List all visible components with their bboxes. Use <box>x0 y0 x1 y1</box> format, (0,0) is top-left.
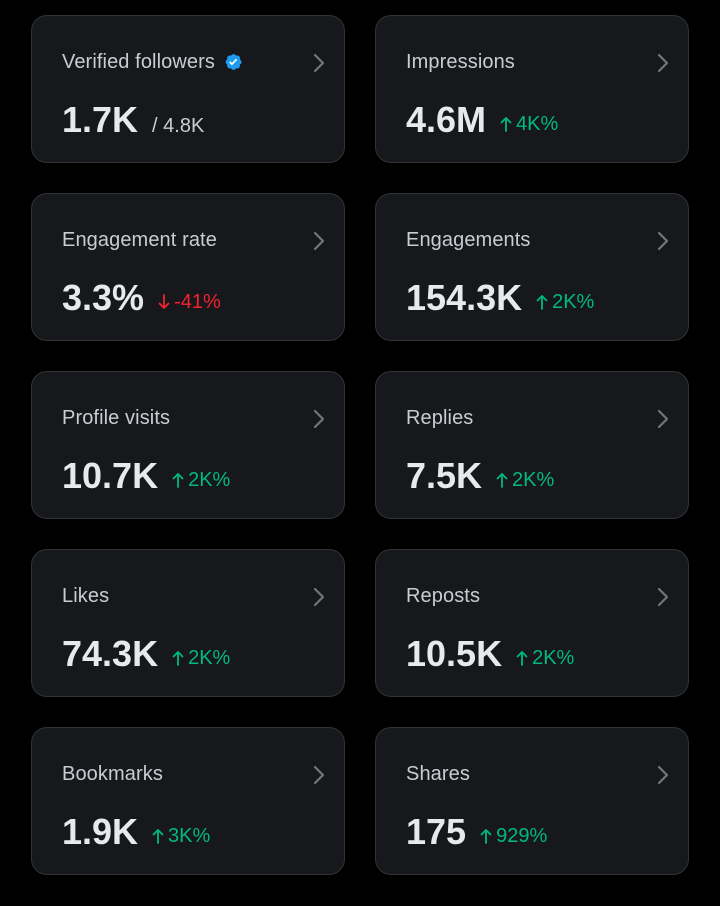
card-header: Profile visits <box>62 406 170 430</box>
card-header: Engagements <box>406 228 531 252</box>
metric-value: 1.9K <box>62 811 139 852</box>
arrow-up-icon <box>536 295 548 310</box>
metric-delta: 2K% <box>536 291 594 314</box>
metric-row: 175 929% <box>406 812 547 852</box>
metric-row: 7.5K 2K% <box>406 456 554 496</box>
metric-delta: 4K% <box>500 113 558 136</box>
card-label: Shares <box>406 763 470 785</box>
metric-delta: 2K% <box>516 647 574 670</box>
profile-visits-card[interactable]: Profile visits 10.7K 2K% <box>31 371 345 519</box>
metric-row: 10.7K 2K% <box>62 456 230 496</box>
card-label: Bookmarks <box>62 763 163 785</box>
metric-delta: 2K% <box>496 469 554 492</box>
shares-card[interactable]: Shares 175 929% <box>375 727 689 875</box>
metric-row: 1.7K / 4.8K <box>62 100 204 140</box>
metric-row: 154.3K 2K% <box>406 278 594 318</box>
card-header: Reposts <box>406 584 480 608</box>
metric-value: 1.7K <box>62 99 139 140</box>
chevron-right-icon[interactable] <box>656 764 670 786</box>
card-header: Impressions <box>406 50 515 74</box>
metric-row: 3.3% -41% <box>62 278 221 318</box>
metric-value: 4.6M <box>406 99 487 140</box>
arrow-up-icon <box>500 117 512 132</box>
metric-row: 74.3K 2K% <box>62 634 230 674</box>
card-label: Profile visits <box>62 407 171 429</box>
chevron-right-icon[interactable] <box>656 586 670 608</box>
chevron-right-icon[interactable] <box>656 230 670 252</box>
card-header: Likes <box>62 584 109 608</box>
bookmarks-card[interactable]: Bookmarks 1.9K 3K% <box>31 727 345 875</box>
arrow-up-icon <box>480 829 492 844</box>
delta-value: 2K% <box>552 290 595 313</box>
metric-value: 10.7K <box>62 455 159 496</box>
arrow-up-icon <box>152 829 164 844</box>
metric-delta: -41% <box>158 291 221 314</box>
delta-value: 3K% <box>168 824 211 847</box>
arrow-up-icon <box>172 473 184 488</box>
verified-badge-icon <box>225 54 242 70</box>
likes-card[interactable]: Likes 74.3K 2K% <box>31 549 345 697</box>
chevron-right-icon[interactable] <box>312 230 326 252</box>
arrow-up-icon <box>496 473 508 488</box>
engagement-rate-card[interactable]: Engagement rate 3.3% -41% <box>31 193 345 341</box>
delta-value: 2K% <box>512 468 555 491</box>
card-header: Engagement rate <box>62 228 217 252</box>
card-label: Engagements <box>406 229 531 251</box>
replies-card[interactable]: Replies 7.5K 2K% <box>375 371 689 519</box>
arrow-up-icon <box>172 651 184 666</box>
metric-value: 74.3K <box>62 633 159 674</box>
delta-value: 2K% <box>188 468 231 491</box>
delta-value: 4K% <box>516 112 559 135</box>
metric-delta: 929% <box>480 825 547 848</box>
delta-value: 2K% <box>532 646 575 669</box>
metric-value: 175 <box>406 811 467 852</box>
card-label: Engagement rate <box>62 229 217 251</box>
chevron-right-icon[interactable] <box>656 408 670 430</box>
metric-value: 10.5K <box>406 633 503 674</box>
reposts-card[interactable]: Reposts 10.5K 2K% <box>375 549 689 697</box>
metric-value: 7.5K <box>406 455 483 496</box>
card-label: Reposts <box>406 585 481 607</box>
chevron-right-icon[interactable] <box>312 586 326 608</box>
delta-value: 929% <box>496 824 548 847</box>
metric-total: / 4.8K <box>152 115 205 137</box>
metric-value: 3.3% <box>62 277 145 318</box>
card-label: Replies <box>406 407 474 429</box>
arrow-down-icon <box>158 294 170 309</box>
card-header: Replies <box>406 406 473 430</box>
metric-delta: 3K% <box>152 825 210 848</box>
metric-value: 154.3K <box>406 277 523 318</box>
card-label: Impressions <box>406 51 515 73</box>
delta-value: -41% <box>174 290 221 313</box>
chevron-right-icon[interactable] <box>656 52 670 74</box>
arrow-up-icon <box>516 651 528 666</box>
metric-row: 4.6M 4K% <box>406 100 558 140</box>
metrics-grid: Verified followers 1.7K / 4.8K Impressio… <box>31 15 689 875</box>
metric-delta: 2K% <box>172 469 230 492</box>
engagements-card[interactable]: Engagements 154.3K 2K% <box>375 193 689 341</box>
impressions-card[interactable]: Impressions 4.6M 4K% <box>375 15 689 163</box>
metric-row: 1.9K 3K% <box>62 812 210 852</box>
card-label: Likes <box>62 585 110 607</box>
chevron-right-icon[interactable] <box>312 408 326 430</box>
chevron-right-icon[interactable] <box>312 764 326 786</box>
metric-delta: 2K% <box>172 647 230 670</box>
card-header: Bookmarks <box>62 762 163 786</box>
verified-followers-card[interactable]: Verified followers 1.7K / 4.8K <box>31 15 345 163</box>
card-header: Verified followers <box>62 50 243 74</box>
delta-value: 2K% <box>188 646 231 669</box>
metric-row: 10.5K 2K% <box>406 634 574 674</box>
card-header: Shares <box>406 762 470 786</box>
card-label: Verified followers <box>62 51 215 73</box>
chevron-right-icon[interactable] <box>312 52 326 74</box>
